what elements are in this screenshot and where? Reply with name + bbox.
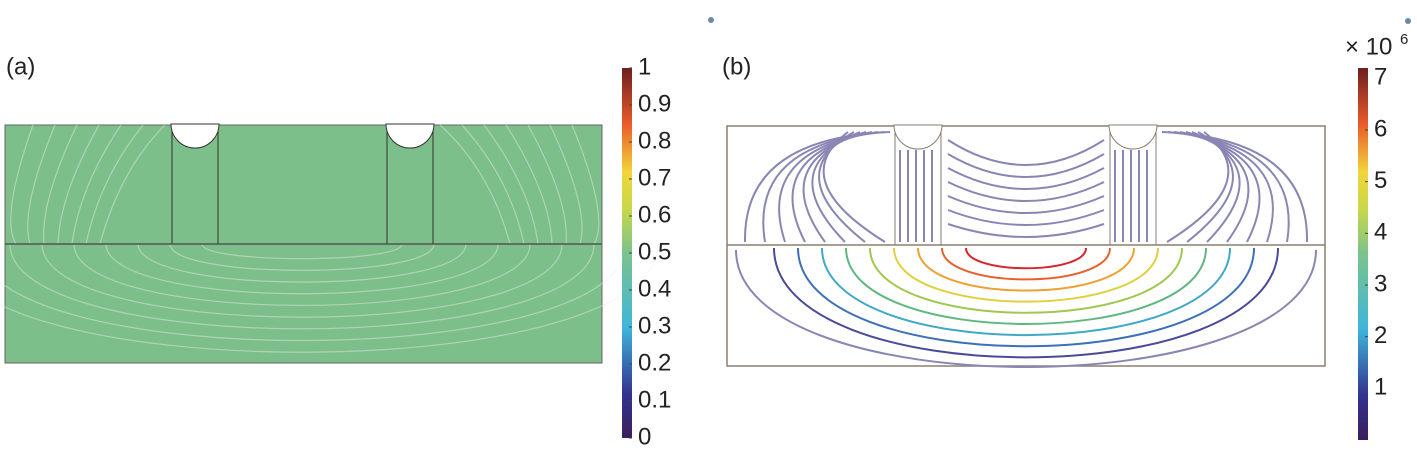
tick-label: 0 [638,423,651,450]
streamline [947,167,1105,190]
streamline [439,124,511,245]
streamline [917,247,1135,292]
streamline [947,153,1105,178]
streamline [41,243,563,318]
streamline [797,247,1255,348]
streamline [43,124,78,245]
streamline [461,124,525,245]
streamline [822,131,886,243]
tick-label: 0.8 [638,127,671,154]
tick-label: 2 [1374,322,1387,349]
streamline [773,247,1279,359]
streamline [947,209,1105,226]
tick-label: 6 [1374,115,1387,142]
tick-label: 0.4 [638,275,671,302]
tick-label: 0.5 [638,238,671,265]
streamline [941,247,1111,281]
streamline [483,124,539,245]
streamline [137,243,467,283]
streamline [821,247,1231,337]
streamline [169,243,435,271]
tick-label: 1 [638,53,651,80]
streamline [57,124,100,245]
colorbar-multiplier: × 10 [1345,33,1392,60]
tick-label: 5 [1374,167,1387,194]
streamline [1186,131,1234,243]
streamline [201,243,403,260]
streamline [505,124,553,245]
domain [726,125,1326,367]
tick-label: 7 [1374,64,1387,91]
panel-label: (a) [6,53,35,80]
panel-label: (b) [722,53,751,80]
streamline [811,131,861,243]
streamline [818,131,866,243]
streamline [549,124,583,245]
streamline [71,124,122,245]
streamline [527,124,567,245]
tick-label: 0.1 [638,386,671,413]
streamline [1166,131,1230,243]
streamline [9,243,595,330]
streamline [845,247,1207,325]
streamline [10,124,34,245]
tick-label: 0.7 [638,164,671,191]
streamline [85,124,144,245]
streamline [0,243,659,353]
tick-label: 3 [1374,270,1387,297]
streamline [869,247,1183,314]
tick-label: 1 [1374,374,1387,401]
colorbar [1358,68,1368,440]
streamline [571,124,600,245]
streamline [735,249,1317,368]
streamline [965,247,1087,270]
streamline [105,243,499,295]
streamline [947,223,1105,238]
tick-label: 0.9 [638,90,671,117]
streamline [893,247,1159,303]
streamline [947,181,1105,202]
streamline [947,195,1105,214]
streamline [99,124,166,245]
tick-label: 4 [1374,219,1387,246]
panel-a: (a) [0,53,659,438]
panel-b: (b) × 10 6 [708,17,1411,440]
streamline [1191,131,1241,243]
streamline [27,124,56,245]
tick-label: 0.3 [638,312,671,339]
streamline [947,139,1105,166]
colorbar-exponent: 6 [1400,31,1408,48]
streamline [73,243,531,306]
streamline [0,243,627,342]
tick-label: 0.6 [638,201,671,228]
colorbar [622,68,632,438]
tick-label: 0.2 [638,349,671,376]
